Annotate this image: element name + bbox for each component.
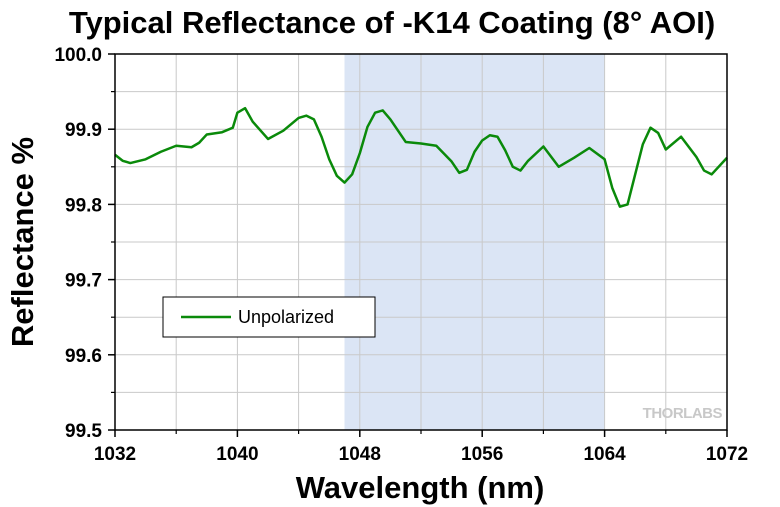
y-axis-label: Reflectance % bbox=[5, 137, 40, 347]
x-tick-label: 1072 bbox=[706, 444, 748, 465]
series-line-0 bbox=[114, 106, 728, 208]
y-tick-label: 100.0 bbox=[54, 45, 102, 66]
thorlabs-watermark: THORLABS bbox=[643, 405, 723, 422]
y-tick-label: 99.5 bbox=[65, 421, 102, 442]
x-tick-label: 1048 bbox=[339, 444, 381, 465]
y-tick-label: 99.8 bbox=[65, 195, 102, 216]
y-tick-label: 99.7 bbox=[65, 271, 102, 292]
legend-entry: Unpolarized bbox=[238, 307, 334, 327]
x-tick-label: 1032 bbox=[94, 444, 136, 465]
x-tick-label: 1040 bbox=[216, 444, 258, 465]
y-tick-label: 99.6 bbox=[65, 346, 102, 367]
chart-title: Typical Reflectance of -K14 Coating (8° … bbox=[69, 5, 715, 40]
y-tick-label: 99.9 bbox=[65, 120, 102, 141]
x-axis-label: Wavelength (nm) bbox=[296, 470, 545, 505]
x-tick-label: 1056 bbox=[461, 444, 503, 465]
x-tick-label: 1064 bbox=[583, 444, 626, 465]
plot-area: 1032 1040 1048 1056 1064 1072 99.5 99.6 99.7 99.8… bbox=[54, 45, 748, 465]
